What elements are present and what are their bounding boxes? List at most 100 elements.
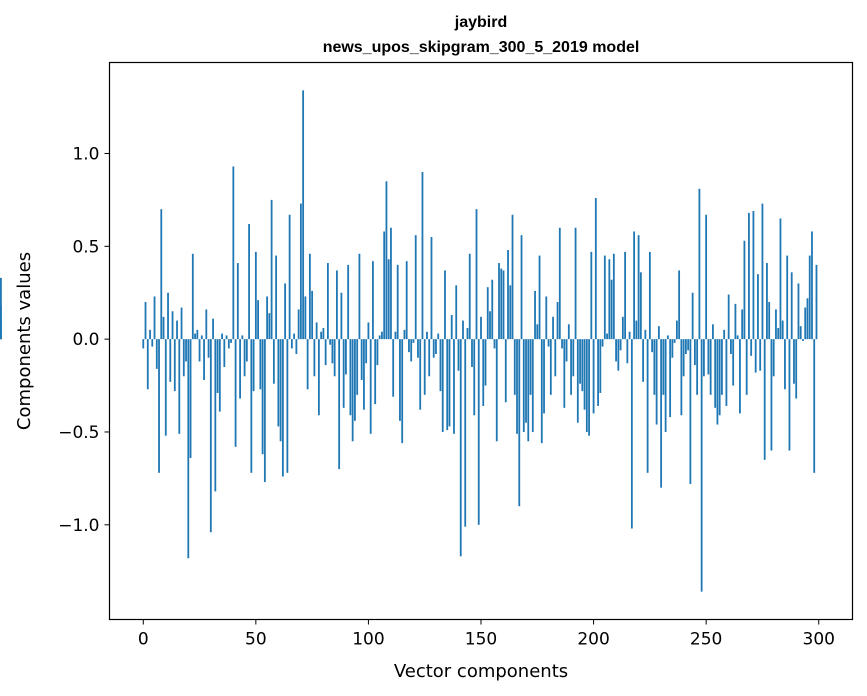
bar [579, 339, 581, 384]
bar [671, 339, 674, 358]
bar [153, 296, 156, 340]
bar [266, 296, 269, 340]
bar [245, 339, 248, 362]
bar [563, 339, 566, 408]
bar [491, 279, 494, 340]
bar [182, 339, 185, 377]
bar [716, 339, 719, 425]
bar [317, 339, 320, 416]
bar [709, 339, 712, 395]
bar [651, 339, 654, 353]
bar [453, 339, 455, 434]
bar [723, 329, 726, 340]
bar [178, 339, 181, 434]
bar [468, 253, 471, 340]
bar [367, 322, 370, 340]
y-tick-label: 0.5 [72, 237, 99, 257]
bar [390, 227, 392, 340]
bar [342, 339, 345, 408]
bar [799, 326, 802, 340]
bar [612, 253, 615, 340]
bar [263, 339, 266, 483]
bar [358, 253, 361, 340]
bar [270, 199, 273, 340]
bar [759, 339, 762, 371]
bar [549, 339, 552, 395]
bar [626, 339, 629, 364]
bar [162, 316, 165, 340]
bar [680, 339, 683, 416]
bar [703, 339, 705, 377]
bar [250, 339, 253, 473]
bar [507, 250, 509, 340]
bar [592, 339, 595, 414]
bar [601, 339, 604, 347]
bar [770, 339, 773, 451]
bar [308, 253, 311, 340]
bar [430, 237, 433, 340]
bar [511, 214, 514, 340]
bar [329, 339, 332, 345]
bar [435, 339, 437, 354]
bar [376, 339, 379, 366]
bar [786, 255, 789, 340]
bar [347, 264, 350, 340]
bar [781, 320, 784, 340]
x-tick-label: 50 [245, 630, 267, 650]
bar [365, 339, 368, 364]
bar [802, 339, 804, 341]
bar [543, 339, 545, 414]
bar [630, 339, 633, 529]
bar [158, 339, 160, 473]
bar [615, 339, 617, 362]
bar [815, 264, 818, 340]
bar [432, 339, 435, 358]
bar [378, 335, 381, 340]
bar [203, 339, 205, 380]
bar [241, 335, 244, 340]
bar [279, 339, 282, 442]
bar [635, 320, 638, 340]
bar [525, 339, 527, 423]
bar [657, 326, 660, 340]
bar [277, 339, 280, 427]
bar [678, 270, 681, 340]
bar [414, 235, 417, 340]
bar [477, 339, 480, 525]
bar [768, 302, 771, 340]
bar [336, 270, 338, 340]
bar [234, 339, 237, 447]
y-axis-label: Components values [14, 252, 35, 430]
chart-subtitle: news_upos_skipgram_300_5_2019 model [323, 39, 640, 56]
bar [811, 231, 813, 340]
bar [806, 298, 809, 340]
chart-title: jaybird [454, 14, 507, 31]
bar [473, 339, 476, 416]
plot-frame [108, 61, 854, 621]
bar [243, 339, 246, 377]
bar [254, 251, 257, 340]
bar [369, 339, 372, 434]
bar [660, 339, 663, 488]
x-tick-label: 300 [803, 630, 835, 650]
y-tick-label: 1.0 [72, 144, 99, 164]
bar [624, 251, 626, 340]
bar [401, 339, 404, 444]
bar [304, 296, 307, 340]
bar [297, 309, 300, 340]
bar [684, 339, 687, 354]
bar [572, 339, 575, 377]
bar [788, 339, 791, 451]
bar [554, 339, 557, 377]
bar [394, 331, 397, 340]
bar [696, 339, 699, 395]
bars-group [0, 90, 818, 592]
bar [372, 261, 374, 340]
bar [252, 339, 255, 392]
bar [766, 263, 768, 340]
bar [655, 339, 658, 425]
bar [412, 339, 415, 343]
bar [793, 339, 795, 384]
bar [628, 331, 631, 340]
bar [486, 287, 489, 340]
